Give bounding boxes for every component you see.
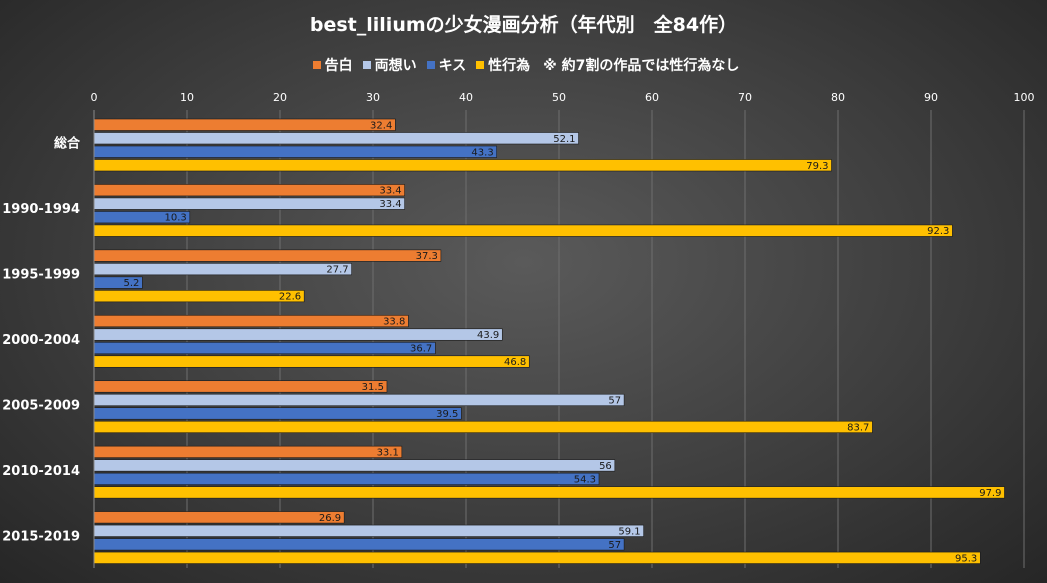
data-label: 57 xyxy=(608,540,621,551)
legend-item-mutual-love: 両想い xyxy=(362,55,417,75)
data-label: 79.3 xyxy=(806,161,828,172)
legend-note: ※ 約7割の作品では性行為なし xyxy=(543,58,740,74)
data-label: 57 xyxy=(608,396,621,407)
category-label: 2010-2014 xyxy=(2,464,80,479)
data-label: 52.1 xyxy=(553,134,575,145)
bar-0-4 xyxy=(93,380,388,393)
bar-1-4 xyxy=(93,393,625,407)
x-tick-label: 60 xyxy=(645,91,659,104)
legend-label-sex: 性行為 xyxy=(488,58,531,74)
data-label: 22.6 xyxy=(279,292,301,303)
data-label: 54.3 xyxy=(574,474,596,485)
bar-2-3 xyxy=(93,341,436,355)
legend-label-kiss: キス xyxy=(438,58,467,74)
x-tick-label: 80 xyxy=(831,91,845,104)
bar-0-3 xyxy=(93,314,409,328)
x-tick-label: 90 xyxy=(924,91,938,104)
category-label: 1995-1999 xyxy=(2,268,80,283)
bar-3-0 xyxy=(93,159,832,172)
data-label: 33.4 xyxy=(379,186,401,197)
data-label: 33.1 xyxy=(377,447,399,458)
data-label: 36.7 xyxy=(410,344,432,355)
data-label: 59.1 xyxy=(618,526,640,537)
bar-0-6 xyxy=(93,511,345,524)
data-label: 33.8 xyxy=(383,317,405,328)
legend-item-sex: 性行為 xyxy=(476,55,530,75)
legend-item-confession: 告白 xyxy=(312,55,353,75)
x-tick-label: 30 xyxy=(366,91,380,104)
data-label: 27.7 xyxy=(326,265,348,276)
legend-swatch-sex xyxy=(476,61,485,69)
bar-1-6 xyxy=(93,524,644,537)
bar-0-5 xyxy=(93,445,403,458)
category-label: 2015-2019 xyxy=(2,529,80,544)
bar-1-3 xyxy=(93,328,503,341)
data-label: 10.3 xyxy=(165,213,187,224)
legend-label-mutual-love: 両想い xyxy=(374,58,417,74)
data-label: 46.8 xyxy=(504,357,526,368)
legend-item-kiss: キス xyxy=(426,55,467,75)
x-tick-label: 70 xyxy=(738,91,752,104)
bar-2-0 xyxy=(93,145,497,158)
data-label: 43.9 xyxy=(477,330,499,341)
x-tick-label: 20 xyxy=(273,91,287,104)
bar-3-6 xyxy=(93,551,981,564)
x-tick-label: 0 xyxy=(91,91,98,104)
data-label: 37.3 xyxy=(416,251,438,262)
bar-1-2 xyxy=(93,263,352,276)
data-label: 26.9 xyxy=(319,513,341,524)
category-label: 1990-1994 xyxy=(2,202,80,217)
bar-3-5 xyxy=(93,486,1005,499)
bar-3-4 xyxy=(93,420,873,434)
legend-label-confession: 告白 xyxy=(324,58,353,74)
data-label: 33.4 xyxy=(379,199,401,210)
data-label: 97.9 xyxy=(979,488,1001,499)
x-tick-label: 100 xyxy=(1014,91,1035,104)
chart-title: best_liliumの少女漫画分析（年代別 全84作） xyxy=(309,14,738,36)
x-tick-label: 40 xyxy=(459,91,473,104)
chart-legend: 告白 両想い キス 性行為 ※ 約7割の作品では性行為なし xyxy=(0,55,1047,75)
bar-2-5 xyxy=(93,472,600,485)
data-label: 32.4 xyxy=(370,120,392,131)
category-label: 2005-2009 xyxy=(2,398,80,413)
data-label: 83.7 xyxy=(847,423,869,434)
x-tick-label: 10 xyxy=(180,91,194,104)
x-tick-label: 50 xyxy=(552,91,566,104)
category-label: 総合 xyxy=(54,136,81,152)
bar-0-0 xyxy=(93,118,396,131)
data-label: 92.3 xyxy=(927,226,949,237)
bar-1-5 xyxy=(93,459,616,472)
bar-2-6 xyxy=(93,538,625,551)
bar-2-4 xyxy=(93,407,462,420)
data-label: 5.2 xyxy=(123,278,139,289)
category-label: 2000-2004 xyxy=(2,333,80,348)
bar-1-1 xyxy=(93,197,405,210)
bar-1-0 xyxy=(93,132,579,145)
data-label: 31.5 xyxy=(362,382,384,393)
data-label: 95.3 xyxy=(955,553,977,564)
data-label: 56 xyxy=(599,461,612,472)
legend-swatch-confession xyxy=(312,61,321,69)
data-label: 39.5 xyxy=(436,409,458,420)
bar-3-3 xyxy=(93,355,530,368)
legend-swatch-kiss xyxy=(426,61,435,69)
bar-3-1 xyxy=(93,224,953,237)
legend-swatch-mutual-love xyxy=(362,61,371,69)
bar-3-2 xyxy=(93,290,305,303)
bar-0-2 xyxy=(93,249,442,262)
data-label: 43.3 xyxy=(471,147,493,158)
bar-0-1 xyxy=(93,184,405,197)
